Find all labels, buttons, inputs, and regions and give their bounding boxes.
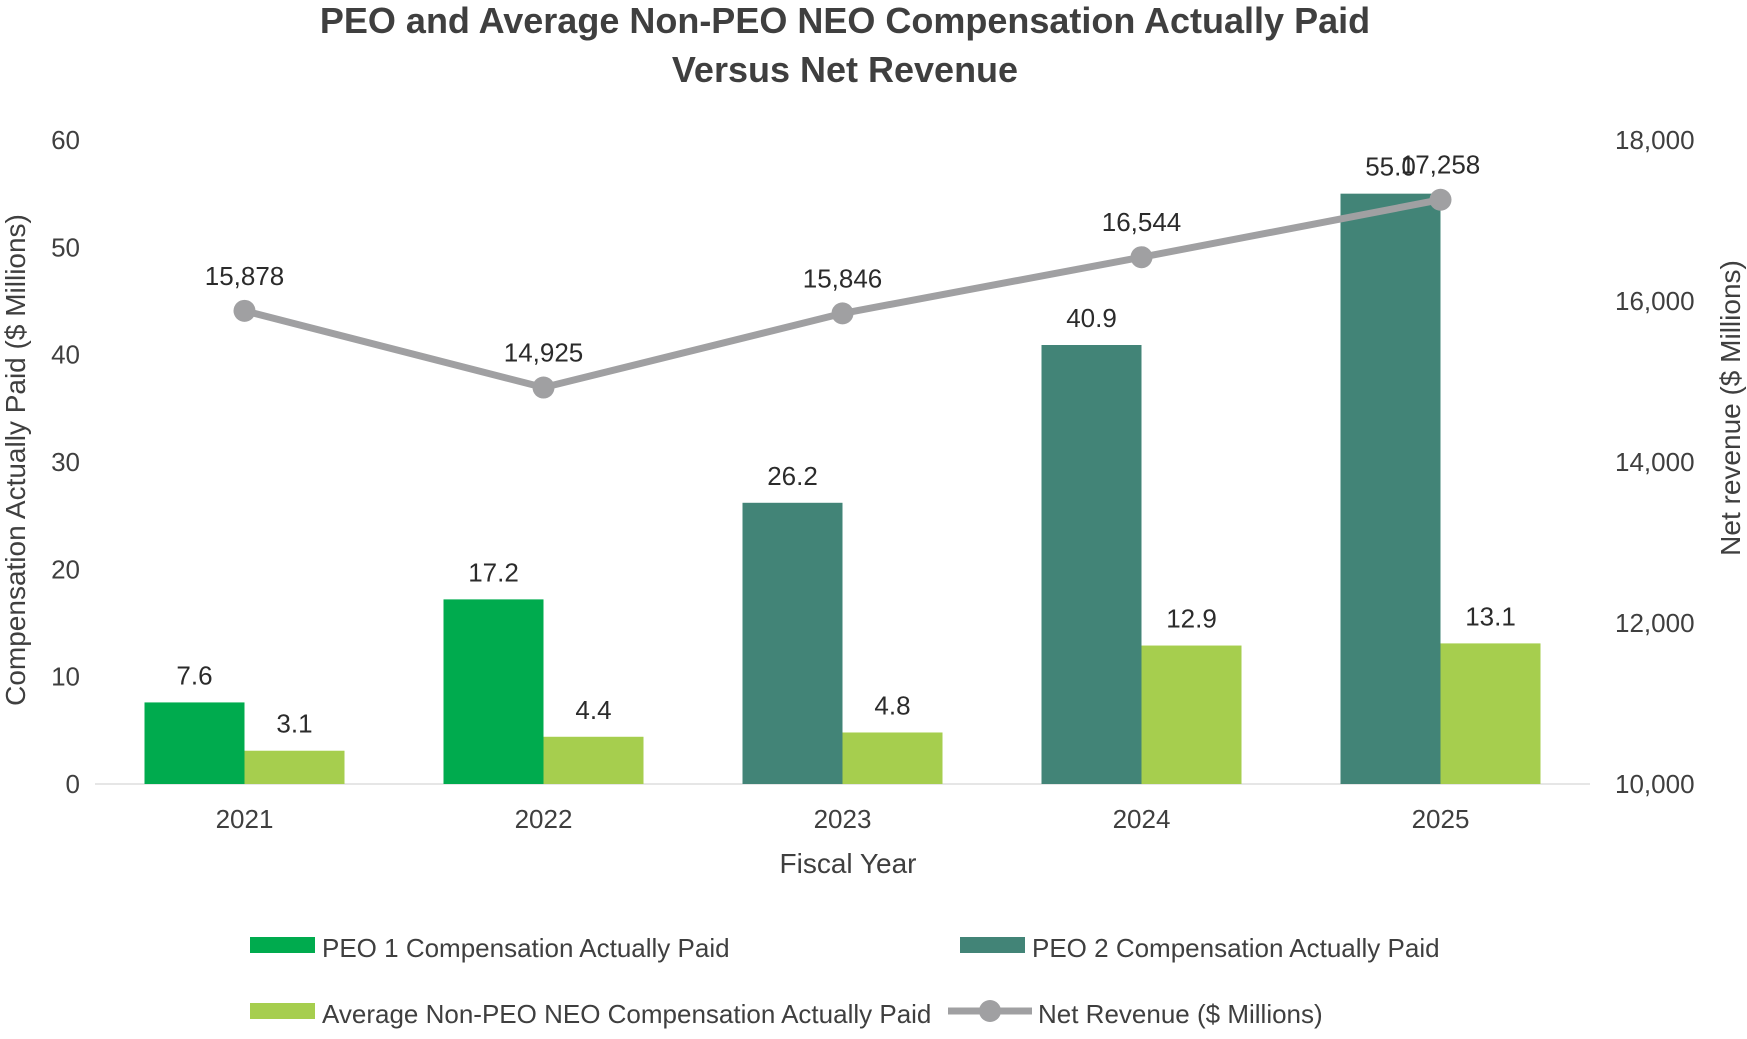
x-tick-label: 2021 [216, 804, 274, 834]
bar-data-label: 40.9 [1066, 303, 1117, 333]
bar [244, 750, 345, 784]
bar [742, 502, 843, 784]
line-point [1429, 188, 1452, 211]
bar-data-label: 13.1 [1465, 601, 1516, 631]
x-tick-label: 2025 [1412, 804, 1470, 834]
y-tick-label: 60 [51, 125, 80, 155]
bar-data-label: 12.9 [1166, 604, 1217, 634]
left-axis-title: Compensation Actually Paid ($ Millions) [0, 214, 31, 706]
bar [842, 732, 943, 784]
net-revenue-line: 15,878 14,925 15,846 16,544 17,258 [205, 150, 1481, 399]
line-data-label: 14,925 [504, 338, 584, 368]
y-tick-label: 30 [51, 447, 80, 477]
x-tick-label: 2023 [814, 804, 872, 834]
bar [1340, 193, 1441, 784]
y-tick-label: 50 [51, 232, 80, 262]
chart-title-line-2: Versus Net Revenue [672, 49, 1018, 90]
bar-data-label: 26.2 [767, 461, 818, 491]
left-axis-ticks: 0 10 20 30 40 50 60 [51, 125, 80, 799]
legend-label: Average Non-PEO NEO Compensation Actuall… [322, 999, 931, 1029]
legend-swatch [960, 937, 1025, 953]
bar [1440, 643, 1541, 784]
x-axis-title: Fiscal Year [780, 848, 917, 879]
net-revenue-series-line [243, 196, 1442, 392]
y2-tick-label: 14,000 [1615, 447, 1695, 477]
y-tick-label: 20 [51, 554, 80, 584]
bar-data-label: 3.1 [276, 709, 312, 739]
line-point [831, 302, 854, 325]
bar-data-label: 4.4 [575, 695, 611, 725]
line-data-label: 15,846 [803, 263, 883, 293]
line-point [1130, 246, 1153, 269]
line-data-label: 17,258 [1401, 150, 1481, 180]
chart-title: PEO and Average Non-PEO NEO Compensation… [320, 0, 1370, 90]
bar [1141, 645, 1242, 784]
legend-label: PEO 1 Compensation Actually Paid [322, 933, 730, 963]
y2-tick-label: 10,000 [1615, 769, 1695, 799]
bar-data-label: 7.6 [176, 660, 212, 690]
line-data-label: 16,544 [1102, 207, 1182, 237]
y2-tick-label: 18,000 [1615, 125, 1695, 155]
bar [1041, 345, 1142, 784]
bars: 7.6 17.2 26.2 40.9 55.0 3.1 4.4 4.8 12.9 13.1 [144, 152, 1541, 784]
bar-data-label: 55.0 [1365, 152, 1416, 182]
x-tick-label: 2022 [515, 804, 573, 834]
legend-label: PEO 2 Compensation Actually Paid [1032, 933, 1440, 963]
legend-label: Net Revenue ($ Millions) [1038, 999, 1323, 1029]
y-tick-label: 40 [51, 340, 80, 370]
legend: PEO 1 Compensation Actually Paid PEO 2 Co… [250, 933, 1440, 1029]
y2-tick-label: 12,000 [1615, 608, 1695, 638]
right-axis-title: Net revenue ($ Millions) [1715, 260, 1746, 556]
y2-tick-label: 16,000 [1615, 286, 1695, 316]
chart-title-line-1: PEO and Average Non-PEO NEO Compensation… [320, 0, 1370, 41]
x-tick-label: 2024 [1113, 804, 1171, 834]
bar-data-label: 17.2 [468, 557, 519, 587]
bar [543, 736, 644, 784]
y-tick-label: 10 [51, 662, 80, 692]
legend-swatch [250, 1003, 315, 1019]
x-axis-ticks: 2021 2022 2023 2024 2025 [216, 804, 1470, 834]
bar [443, 599, 544, 784]
bar-data-label: 4.8 [874, 690, 910, 720]
y-tick-label: 0 [66, 769, 80, 799]
legend-marker [979, 1000, 1001, 1022]
line-point [233, 299, 256, 322]
legend-swatch [250, 937, 315, 953]
right-axis-ticks: 10,000 12,000 14,000 16,000 18,000 [1615, 125, 1695, 799]
line-data-label: 15,878 [205, 261, 285, 291]
line-point [532, 376, 555, 399]
bar [144, 702, 245, 784]
